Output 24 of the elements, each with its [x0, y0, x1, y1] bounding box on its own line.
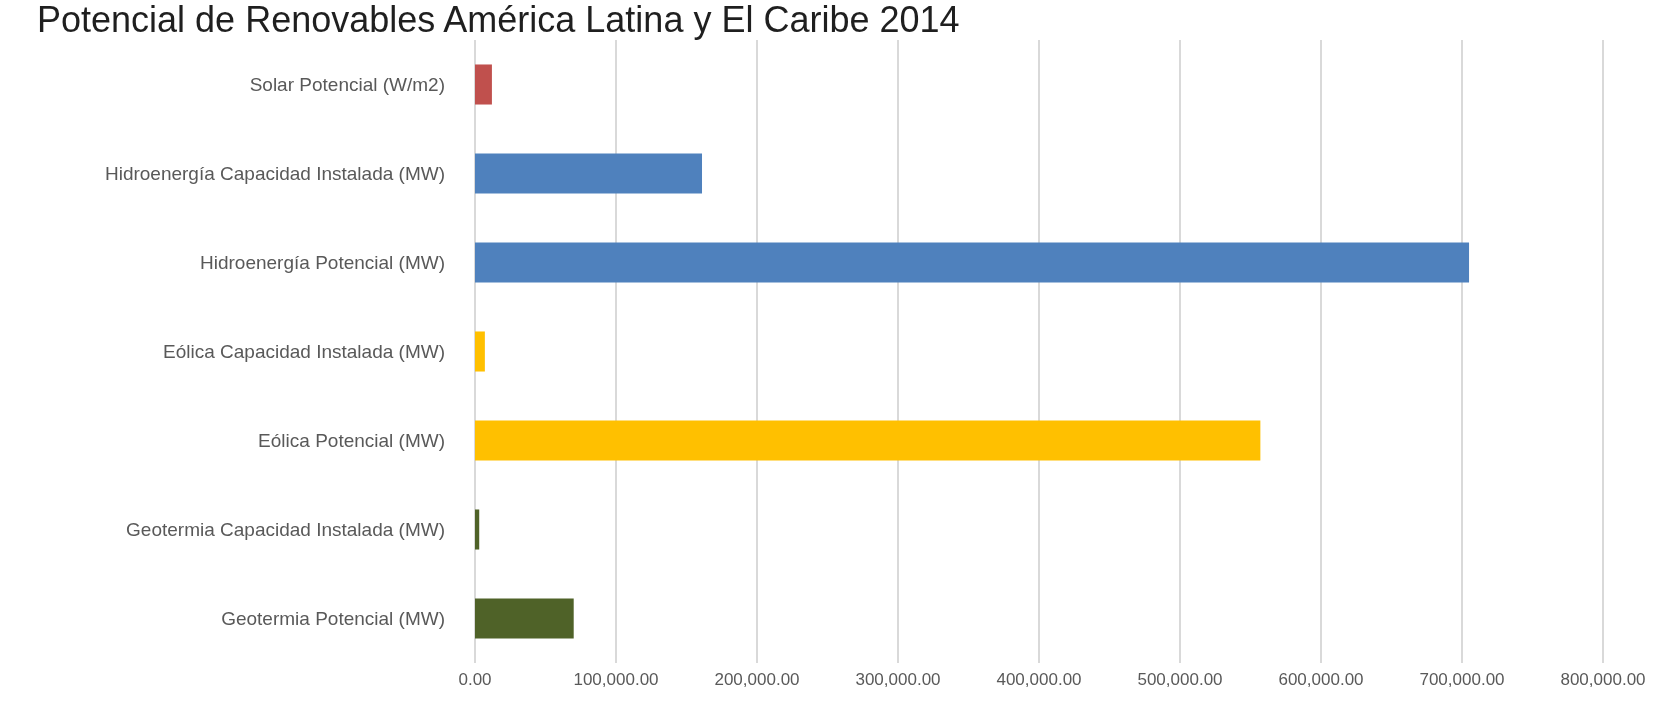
x-tick-label: 300,000.00 [855, 670, 941, 689]
bar [475, 64, 492, 105]
y-tick-label: Eólica Potencial (MW) [258, 430, 445, 451]
y-tick-label: Hidroenergía Capacidad Instalada (MW) [104, 163, 445, 184]
y-tick-label: Geotermia Potencial (MW) [221, 608, 445, 629]
y-tick-label: Solar Potencial (W/m2) [249, 74, 445, 95]
x-tick-label: 100,000.00 [573, 670, 659, 689]
x-tick-label: 500,000.00 [1137, 670, 1223, 689]
bar [475, 331, 485, 372]
chart-title: Potencial de Renovables América Latina y El Caribe 2014 [37, 0, 960, 40]
x-tick-label: 600,000.00 [1278, 670, 1364, 689]
bar [475, 598, 574, 639]
bar [475, 420, 1261, 461]
bar [475, 509, 480, 550]
y-tick-label: Geotermia Capacidad Instalada (MW) [126, 519, 445, 540]
x-tick-label: 700,000.00 [1419, 670, 1505, 689]
bar [475, 242, 1470, 283]
y-tick-label: Eólica Capacidad Instalada (MW) [163, 341, 445, 362]
y-tick-label: Hidroenergía Potencial (MW) [200, 252, 445, 273]
x-tick-label: 800,000.00 [1560, 670, 1646, 689]
bar [475, 153, 703, 194]
x-tick-label: 400,000.00 [996, 670, 1082, 689]
x-tick-label: 0.00 [458, 670, 492, 689]
x-tick-label: 200,000.00 [714, 670, 800, 689]
